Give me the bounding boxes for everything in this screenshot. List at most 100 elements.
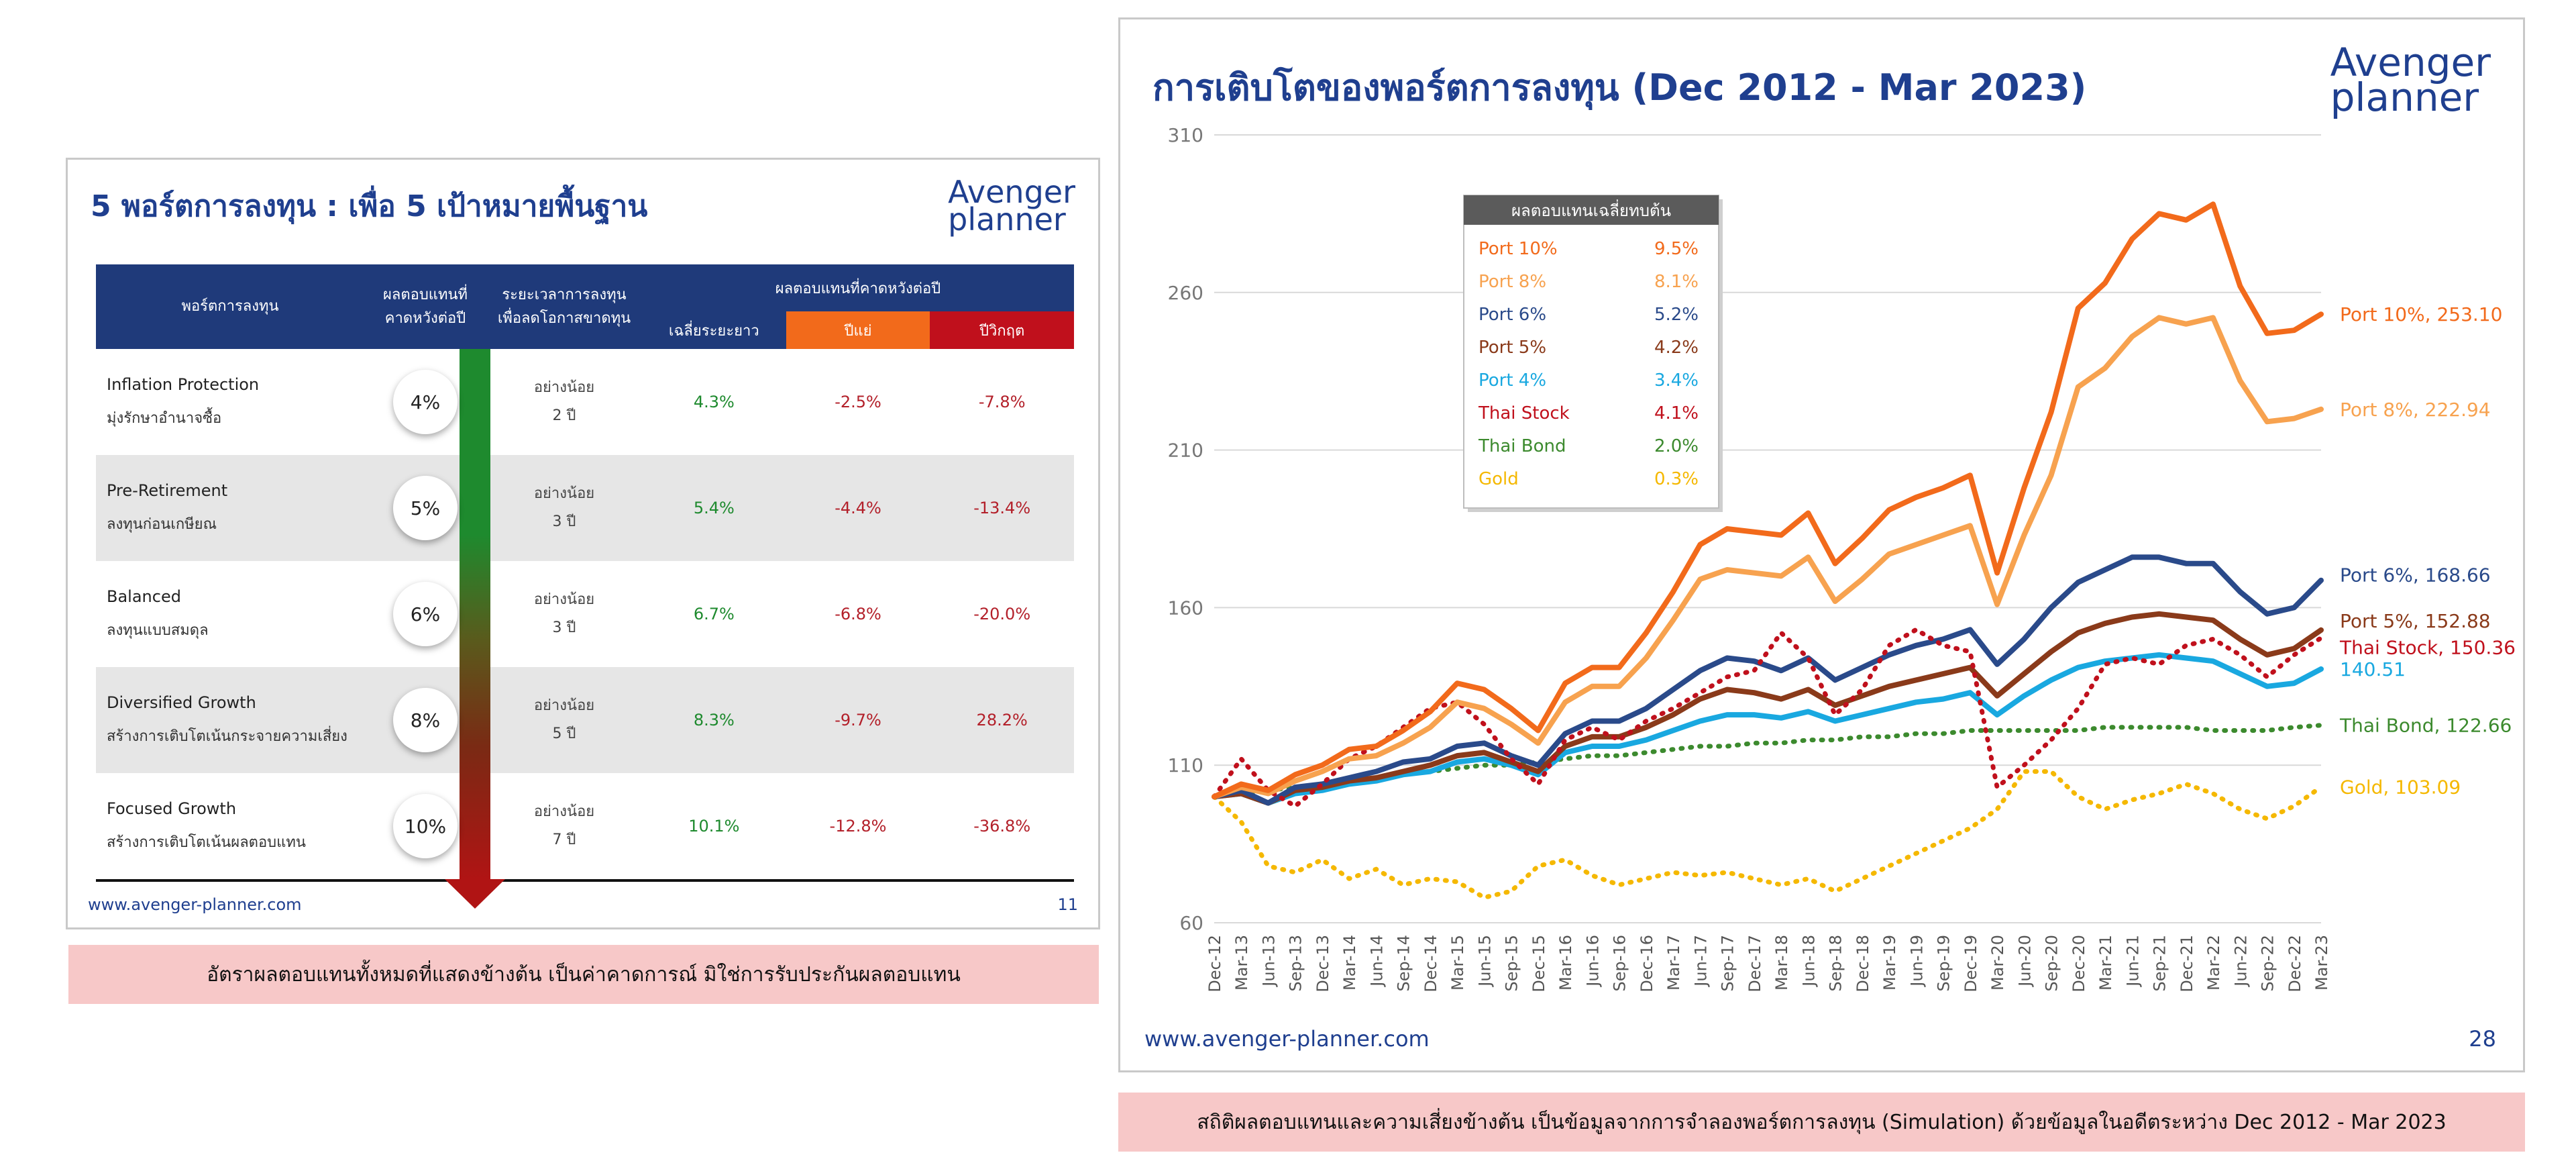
series-end-label: Port 6%, 168.66 [2340, 564, 2491, 587]
term-line2: 3 ปี [552, 513, 576, 530]
x-tick-label: Dec-20 [2070, 935, 2088, 993]
avenger-planner-logo: Avenger planner [2330, 40, 2491, 121]
x-tick-label: Jun-17 [1691, 935, 1710, 988]
series-line-thai-stock [1212, 627, 2324, 809]
legend-series-rate: 9.5% [1654, 239, 1699, 259]
legend-header [1464, 195, 1719, 225]
series-line-gold [1212, 769, 2324, 900]
avenger-planner-logo: Avenger planner [948, 176, 1075, 238]
x-axis-ticks: Dec-12 Mar-13 Jun-13 Sep-13 Dec-13 Mar-14 Jun-… [1205, 935, 2331, 993]
x-tick-label: Jun-19 [1907, 935, 1926, 988]
series-end-label: Port 8%, 222.94 [2340, 399, 2491, 421]
y-tick-label: 160 [1168, 597, 1203, 619]
row-subtitle: ลงทุนแบบสมดุล [107, 621, 209, 639]
return-circle: 8% [393, 688, 458, 752]
risk-arrow-head [445, 879, 505, 909]
x-tick-label: Dec-15 [1529, 935, 1548, 993]
legend-series-rate: 2.0% [1654, 436, 1699, 456]
header-group-title: ผลตอบแทนที่คาดหวังต่อปี [642, 264, 1074, 311]
term-line2: 2 ปี [552, 407, 576, 424]
x-tick-label: Jun-22 [2231, 935, 2250, 988]
bad-year-return: -9.7% [835, 711, 881, 729]
bad-year-return: -2.5% [835, 393, 881, 411]
legend-series-rate: 0.3% [1654, 469, 1699, 489]
x-tick-label: Dec-13 [1313, 935, 1332, 993]
x-tick-label: Sep-17 [1719, 935, 1737, 991]
logo-line-2: planner [948, 201, 1066, 238]
x-tick-label: Mar-21 [2096, 935, 2115, 991]
avg-return: 8.3% [693, 711, 735, 729]
series-line-port-8- [1212, 315, 2324, 800]
x-tick-label: Sep-16 [1611, 935, 1629, 991]
series-line-port-6- [1212, 554, 2324, 806]
chart-grid [1214, 134, 2321, 923]
header-portfolio: พอร์ตการลงทุน [96, 264, 364, 349]
avg-return: 10.1% [688, 817, 740, 836]
series-line-port-10- [1212, 201, 2324, 800]
legend-title: ผลตอบแทนเฉลี่ยทบต้น [1511, 199, 1671, 220]
header-term-line2: เพื่อลดโอกาสขาดทุน [497, 310, 631, 327]
x-tick-label: Sep-19 [1935, 935, 1953, 991]
legend-series-name: Port 5% [1479, 338, 1546, 358]
chart-series [1212, 201, 2324, 900]
x-tick-label: Sep-21 [2151, 935, 2169, 991]
logo-line-2: planner [2330, 74, 2479, 121]
y-tick-label: 60 [1179, 912, 1203, 934]
y-tick-label: 110 [1168, 754, 1203, 776]
logo-line-1: Avenger [2330, 40, 2491, 85]
y-tick-label: 210 [1168, 440, 1203, 462]
term-line2: 7 ปี [552, 831, 576, 848]
series-end-labels: Port 10%, 253.10 Port 8%, 222.94 Port 6%, … [2339, 303, 2516, 798]
risk-gradient-arrow [460, 349, 490, 879]
table-row: Focused Growth สร้างการเติบโตเน้นผลตอบแทน… [96, 773, 1074, 879]
header-term: ระยะเวลาการลงทุนเพื่อลดโอกาสขาดทุน [486, 264, 642, 349]
x-tick-label: Dec-12 [1205, 935, 1224, 993]
y-axis-ticks: 60 110 160 210 260 310 [1168, 124, 1203, 934]
term-line1: อย่างน้อย [533, 591, 595, 609]
x-tick-label: Jun-14 [1367, 935, 1386, 988]
header-expected-return-line2: คาดหวังต่อปี [384, 310, 466, 327]
footer-url[interactable]: www.avenger-planner.com [88, 895, 302, 914]
crisis-year-return: -7.8% [978, 393, 1026, 411]
header-avg: เฉลี่ยระยะยาว [642, 311, 786, 349]
row-name: Inflation Protection [107, 374, 260, 394]
table-row: Balanced ลงทุนแบบสมดุล 6% อย่างน้อย 3 ปี 6… [96, 561, 1074, 667]
term-line2: 5 ปี [552, 725, 576, 742]
page-number: 11 [1057, 895, 1078, 914]
table-bottom-rule [96, 879, 1074, 882]
x-tick-label: Mar-13 [1232, 935, 1251, 991]
term-line1: อย่างน้อย [533, 485, 595, 503]
term-line1: อย่างน้อย [533, 379, 595, 397]
x-tick-label: Dec-18 [1854, 935, 1872, 993]
crisis-year-return: -13.4% [973, 499, 1031, 517]
row-subtitle: สร้างการเติบโตเน้นผลตอบแทน [107, 833, 306, 851]
series-end-label: Gold, 103.09 [2340, 776, 2461, 799]
table-row: Pre-Retirement ลงทุนก่อนเกษียณ 5% อย่างน้… [96, 455, 1074, 561]
x-tick-label: Dec-17 [1746, 935, 1764, 993]
footer-url[interactable]: www.avenger-planner.com [1144, 1026, 1430, 1052]
row-name: Balanced [107, 587, 181, 606]
x-tick-label: Jun-20 [2015, 935, 2034, 988]
legend-series-name: Thai Stock [1478, 403, 1570, 423]
series-end-label: Port 5%, 152.88 [2340, 610, 2491, 632]
left-disclaimer-note: อัตราผลตอบแทนทั้งหมดที่แสดงข้างต้น เป็นค… [68, 945, 1099, 1004]
legend-series-rate: 4.2% [1654, 338, 1699, 358]
left-slide: 5 พอร์ตการลงทุน : เพื่อ 5 เป้าหมายพื้นฐา… [66, 158, 1100, 929]
page-number: 28 [2469, 1026, 2496, 1052]
x-tick-label: Mar-16 [1556, 935, 1575, 991]
x-tick-label: Sep-15 [1503, 935, 1521, 991]
header-expected-return-line1: ผลตอบแทนที่ [382, 286, 468, 303]
x-tick-label: Dec-19 [1962, 935, 1980, 993]
table-header: พอร์ตการลงทุน ผลตอบแทนที่ คาดหวังต่อปี ระ… [96, 264, 1075, 349]
header-term-line1: ระยะเวลาการลงทุน [502, 286, 627, 303]
legend-series-rate: 5.2% [1654, 305, 1699, 325]
header-group: ผลตอบแทนที่คาดหวังต่อปี เฉลี่ยระยะยาว ปี… [642, 264, 1075, 349]
x-tick-label: Mar-18 [1772, 935, 1791, 991]
avg-return: 5.4% [693, 499, 735, 517]
x-tick-label: Dec-21 [2178, 935, 2196, 993]
legend-series-name: Port 8% [1479, 272, 1546, 292]
x-tick-label: Jun-13 [1259, 935, 1278, 988]
x-tick-label: Mar-17 [1664, 935, 1683, 991]
portfolio-table: พอร์ตการลงทุน ผลตอบแทนที่ คาดหวังต่อปี ระ… [96, 264, 1075, 909]
row-name: Focused Growth [107, 799, 237, 818]
